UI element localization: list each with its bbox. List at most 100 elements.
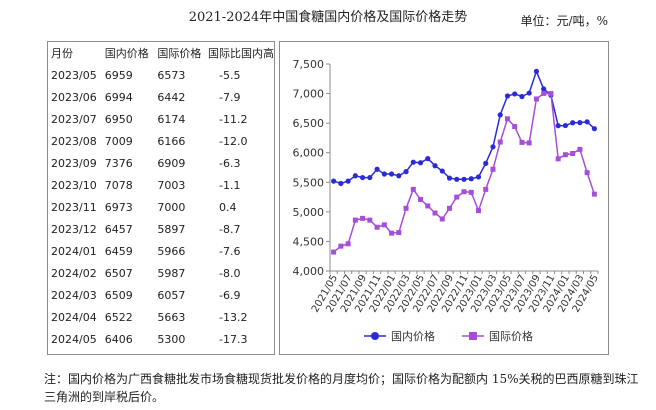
diff-cell: -12.0 xyxy=(219,134,248,148)
diff-cell: -17.3 xyxy=(219,332,248,346)
footnote: 注：国内价格为广西食糖批发市场食糖现货批发价格的月度均价；国际价格为配额内 15… xyxy=(44,372,639,404)
table-row: 2024/05 6406 5300 -17.3 xyxy=(48,328,274,350)
data-point-international xyxy=(381,222,387,228)
domestic-price-cell: 6973 xyxy=(104,200,133,214)
diff-cell: -11.2 xyxy=(219,112,248,126)
diff-cell: 0.4 xyxy=(219,200,237,214)
international-price-cell: 7003 xyxy=(157,178,186,192)
data-point-international xyxy=(526,140,532,146)
table-row: 2023/05 6959 6573 -5.5 xyxy=(48,64,274,86)
chart-panel: 4,000 4,500 5,000 5,500 6,000 6,500 7,000 7,500… xyxy=(279,41,609,355)
price-table: 月份 国内价格 国际价格 国际比国内高 2023/05 6959 6573 -5.5 2… xyxy=(47,41,275,355)
data-point-domestic xyxy=(432,163,438,169)
diff-cell: -13.2 xyxy=(219,310,248,324)
table-row: 2024/01 6459 5966 -7.6 xyxy=(48,240,274,262)
diff-cell: -8.0 xyxy=(219,266,241,280)
domestic-price-cell: 6950 xyxy=(104,112,133,126)
y-tick-label: 5,000 xyxy=(293,206,325,219)
data-point-domestic xyxy=(374,166,380,172)
data-point-domestic xyxy=(410,159,416,165)
data-point-domestic xyxy=(555,123,561,129)
data-point-international xyxy=(432,210,438,216)
data-point-international xyxy=(584,170,590,176)
data-point-domestic xyxy=(417,160,424,166)
diff-cell: -8.7 xyxy=(219,222,241,236)
domestic-price-cell: 6457 xyxy=(104,222,133,236)
month-cell: 2023/05 xyxy=(51,68,97,82)
data-point-domestic xyxy=(403,169,409,175)
legend-label-international: 国际价格 xyxy=(489,329,533,343)
data-point-domestic xyxy=(338,180,344,187)
table-row: 2024/03 6509 6057 -6.9 xyxy=(48,284,274,306)
month-cell: 2024/03 xyxy=(51,288,97,302)
column-header-month: 月份 xyxy=(51,47,73,60)
data-point-domestic xyxy=(562,122,569,129)
data-point-domestic xyxy=(468,176,474,182)
data-point-domestic xyxy=(591,126,597,132)
domestic-price-cell: 6509 xyxy=(104,288,133,302)
domestic-price-cell: 6507 xyxy=(104,266,133,280)
column-header-international: 国际价格 xyxy=(157,47,202,60)
data-point-domestic xyxy=(345,178,351,184)
y-tick-label: 6,000 xyxy=(293,147,325,160)
data-point-domestic xyxy=(381,171,387,177)
diff-cell: -7.6 xyxy=(219,244,241,258)
data-point-international xyxy=(562,152,568,158)
data-point-international xyxy=(374,224,380,230)
domestic-price-cell: 7009 xyxy=(104,134,133,148)
month-cell: 2023/07 xyxy=(51,112,97,126)
data-point-international xyxy=(461,189,467,195)
domestic-price-cell: 6459 xyxy=(104,244,133,258)
data-point-international xyxy=(345,241,351,247)
data-point-domestic xyxy=(475,174,482,180)
domestic-price-cell: 6959 xyxy=(104,68,133,82)
data-point-international xyxy=(533,96,539,102)
month-cell: 2023/06 xyxy=(51,90,97,104)
data-point-international xyxy=(591,191,597,197)
table-row: 2023/11 6973 7000 0.4 xyxy=(48,196,274,218)
data-point-domestic xyxy=(461,176,467,182)
table-row: 2023/06 6994 6442 -7.9 xyxy=(48,86,274,108)
legend-marker-domestic xyxy=(371,332,379,340)
table-header-row: 月份 国内价格 国际价格 国际比国内高 xyxy=(48,42,274,64)
data-point-domestic xyxy=(352,173,358,179)
data-point-international xyxy=(541,90,547,96)
diff-cell: -5.5 xyxy=(219,68,241,82)
data-point-domestic xyxy=(584,119,590,125)
data-point-domestic xyxy=(367,174,373,181)
data-point-domestic xyxy=(439,168,445,174)
table-row: 2023/10 7078 7003 -1.1 xyxy=(48,174,274,196)
international-price-cell: 6909 xyxy=(157,156,186,170)
domestic-price-cell: 7376 xyxy=(104,156,133,170)
international-price-cell: 5987 xyxy=(157,266,186,280)
international-price-cell: 5663 xyxy=(157,310,186,324)
y-tick-label: 5,500 xyxy=(293,176,325,189)
column-header-diff: 国际比国内高 xyxy=(208,47,274,60)
data-point-domestic xyxy=(526,90,532,96)
data-point-international xyxy=(577,146,583,152)
y-tick-label: 4,500 xyxy=(293,235,325,248)
month-cell: 2024/01 xyxy=(51,244,97,258)
data-point-international xyxy=(475,208,481,214)
data-point-international xyxy=(367,217,373,223)
chart-title: 2021-2024年中国食糖国内价格及国际价格走势 xyxy=(188,10,468,25)
data-point-domestic xyxy=(396,173,402,179)
international-price-cell: 5966 xyxy=(157,244,186,258)
data-point-domestic xyxy=(490,144,496,150)
data-point-international xyxy=(454,194,460,200)
data-point-domestic xyxy=(388,171,395,177)
diff-cell: -7.9 xyxy=(219,90,241,104)
column-header-domestic: 国内价格 xyxy=(104,47,149,60)
data-point-international xyxy=(410,186,416,192)
diff-cell: -6.9 xyxy=(219,288,241,302)
table-row: 2023/08 7009 6166 -12.0 xyxy=(48,130,274,152)
data-point-international xyxy=(418,196,424,202)
domestic-price-cell: 7078 xyxy=(104,178,133,192)
data-point-domestic xyxy=(570,120,576,126)
data-point-international xyxy=(338,243,344,249)
data-point-international xyxy=(490,166,496,172)
data-point-international xyxy=(331,249,337,255)
data-point-domestic xyxy=(577,120,583,126)
domestic-price-cell: 6406 xyxy=(104,332,133,346)
month-cell: 2024/05 xyxy=(51,332,97,346)
